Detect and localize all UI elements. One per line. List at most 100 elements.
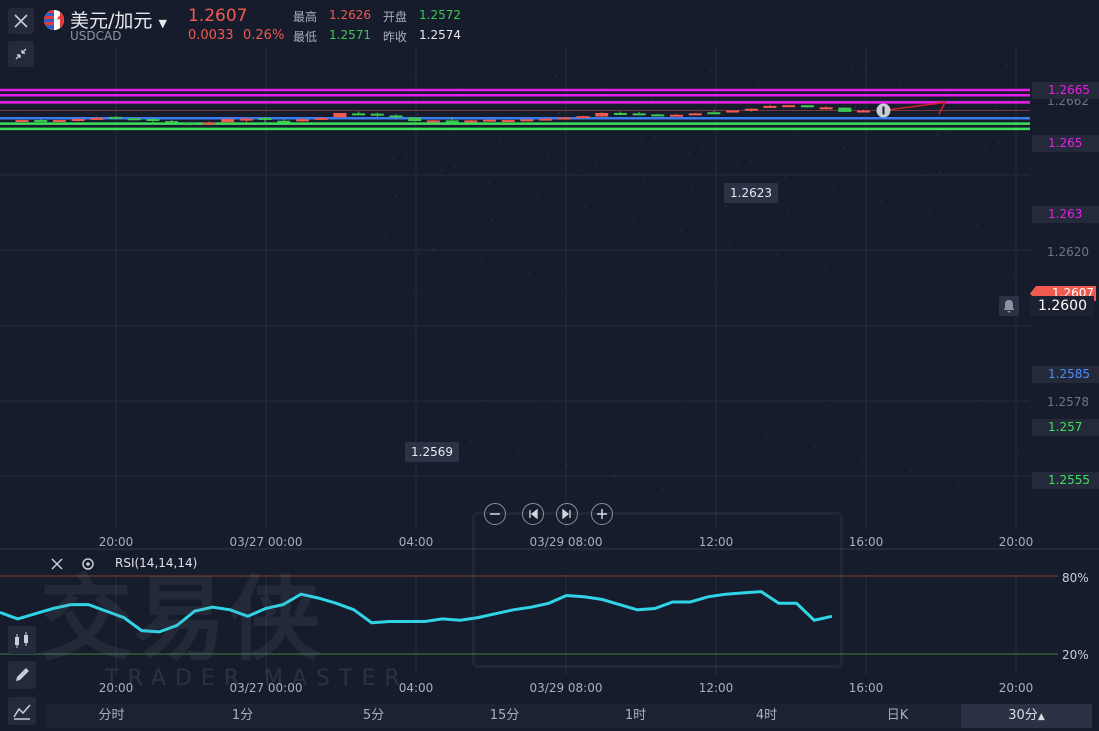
- indicator-tool-button[interactable]: [8, 626, 36, 654]
- map-dot: [610, 300, 612, 302]
- candle-body: [71, 118, 85, 121]
- timeframe-bar: 分时 1分 5分 15分 1时 4时 日K 30分▲: [46, 704, 1092, 728]
- map-dot: [710, 70, 712, 72]
- map-dot: [654, 136, 656, 138]
- map-dot: [935, 425, 937, 427]
- map-dot: [728, 242, 730, 244]
- map-dot: [714, 246, 716, 248]
- watermark-logo: 交易侠: [40, 545, 322, 678]
- close-button[interactable]: [8, 8, 34, 34]
- candle-body: [277, 120, 291, 123]
- map-dot: [507, 63, 509, 65]
- map-dot: [569, 71, 571, 73]
- map-dot: [895, 335, 897, 337]
- map-dot: [932, 388, 934, 390]
- map-dot: [824, 266, 826, 268]
- map-dot: [810, 270, 812, 272]
- map-dot: [1002, 318, 1004, 320]
- map-dot: [751, 299, 753, 301]
- map-dot: [640, 140, 642, 142]
- timeframe-15min[interactable]: 15分: [489, 708, 520, 723]
- map-dot: [529, 411, 531, 413]
- trendline-tool-button[interactable]: [8, 697, 36, 725]
- indicator-settings-button[interactable]: [79, 555, 97, 573]
- timeframe-5min[interactable]: 5分: [362, 708, 385, 723]
- map-dot: [555, 75, 557, 77]
- map-dot: [602, 378, 604, 380]
- candle-body: [90, 117, 104, 120]
- price-alert-button[interactable]: [999, 296, 1019, 316]
- map-dot: [791, 389, 793, 391]
- map-dot: [950, 130, 952, 132]
- timeframe-tick[interactable]: 分时: [98, 708, 125, 723]
- zoom-out-button[interactable]: [484, 503, 506, 525]
- map-dot: [655, 275, 657, 277]
- map-dot: [740, 340, 742, 342]
- timeframe-1min[interactable]: 1分: [231, 708, 254, 723]
- map-dot: [518, 452, 520, 454]
- candle-body: [333, 112, 347, 118]
- map-dot: [906, 294, 908, 296]
- candle-body: [52, 120, 66, 123]
- forecast-arrow-head: [930, 101, 947, 115]
- zoom-in-button[interactable]: [591, 503, 613, 525]
- map-dot: [414, 76, 416, 78]
- settings-icon: [82, 558, 94, 570]
- close-icon: [14, 14, 28, 28]
- map-dot: [425, 465, 427, 467]
- info-icon-glyph: [882, 106, 885, 115]
- candle-body: [352, 113, 366, 116]
- time-label: 03/27 00:00: [229, 535, 303, 549]
- map-dot: [873, 417, 875, 419]
- map-dot: [980, 400, 982, 402]
- draw-tool-button[interactable]: [8, 661, 36, 689]
- collapse-button[interactable]: [8, 41, 34, 67]
- timeframe-30min[interactable]: 30分▲: [961, 704, 1092, 728]
- map-dot: [455, 305, 457, 307]
- map-dot: [584, 206, 586, 208]
- low-marker: 1.2569: [405, 442, 459, 462]
- map-dot: [776, 254, 778, 256]
- step-forward-button[interactable]: [556, 503, 578, 525]
- map-dot: [987, 183, 989, 185]
- high-marker: 1.2623: [724, 183, 778, 203]
- map-dot: [1006, 64, 1008, 66]
- candle-body: [165, 121, 179, 124]
- map-dot: [713, 107, 715, 109]
- change-absolute: 0.0033: [188, 28, 234, 43]
- remove-indicator-button[interactable]: [48, 555, 66, 573]
- symbol-dropdown[interactable]: 美元/加元 ▼: [70, 6, 167, 33]
- map-dot: [444, 346, 446, 348]
- rsi-time-label: 03/27 00:00: [229, 681, 303, 695]
- map-dot: [832, 188, 834, 190]
- candle-body: [127, 118, 141, 121]
- price-axis-label: 1.2578: [1047, 395, 1089, 409]
- map-dot: [680, 230, 682, 232]
- timeframe-day[interactable]: 日K: [886, 708, 909, 723]
- timeframe-4h[interactable]: 4时: [755, 708, 778, 723]
- candle-body: [744, 108, 758, 111]
- price-axis-label: 1.2620: [1047, 245, 1089, 259]
- map-dot: [925, 175, 927, 177]
- map-dot: [399, 371, 401, 373]
- step-back-button[interactable]: [522, 503, 544, 525]
- map-dot: [621, 259, 623, 261]
- timeframe-1h[interactable]: 1时: [624, 708, 647, 723]
- candle-body: [576, 116, 590, 119]
- map-dot: [729, 381, 731, 383]
- map-dot: [777, 393, 779, 395]
- candle-body: [557, 117, 571, 120]
- candle-body: [202, 122, 216, 125]
- map-dot: [972, 478, 974, 480]
- map-dot: [577, 423, 579, 425]
- map-dot: [843, 147, 845, 149]
- map-dot: [802, 348, 804, 350]
- map-dot: [880, 200, 882, 202]
- map-dot: [891, 159, 893, 161]
- candle-body: [389, 115, 403, 118]
- map-dot: [480, 260, 482, 262]
- candlesticks: [15, 101, 947, 126]
- candles-icon: [15, 632, 28, 648]
- map-dot: [676, 484, 678, 486]
